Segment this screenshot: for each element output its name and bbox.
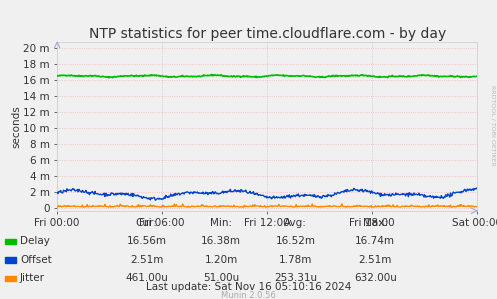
Text: Delay: Delay [20,236,50,246]
Text: 253.31u: 253.31u [274,273,317,283]
Y-axis label: seconds: seconds [11,105,21,148]
Text: Last update: Sat Nov 16 05:10:16 2024: Last update: Sat Nov 16 05:10:16 2024 [146,282,351,292]
Text: 461.00u: 461.00u [125,273,168,283]
Text: 51.00u: 51.00u [203,273,239,283]
Text: 16.56m: 16.56m [127,236,166,246]
Text: 2.51m: 2.51m [130,255,164,265]
Text: 16.52m: 16.52m [276,236,316,246]
Text: Cur:: Cur: [136,218,158,228]
Text: Munin 2.0.56: Munin 2.0.56 [221,291,276,299]
Text: 16.38m: 16.38m [201,236,241,246]
Text: RRDTOOL / TOBI OETIKER: RRDTOOL / TOBI OETIKER [491,85,496,166]
Text: Jitter: Jitter [20,273,45,283]
Text: Offset: Offset [20,255,52,265]
Text: 16.74m: 16.74m [355,236,395,246]
Text: Min:: Min: [210,218,232,228]
Text: 2.51m: 2.51m [358,255,392,265]
Text: 1.78m: 1.78m [279,255,313,265]
Text: 632.00u: 632.00u [354,273,397,283]
Text: Avg:: Avg: [284,218,307,228]
Text: 1.20m: 1.20m [205,255,238,265]
Text: Max:: Max: [363,218,388,228]
Title: NTP statistics for peer time.cloudflare.com - by day: NTP statistics for peer time.cloudflare.… [88,27,446,41]
